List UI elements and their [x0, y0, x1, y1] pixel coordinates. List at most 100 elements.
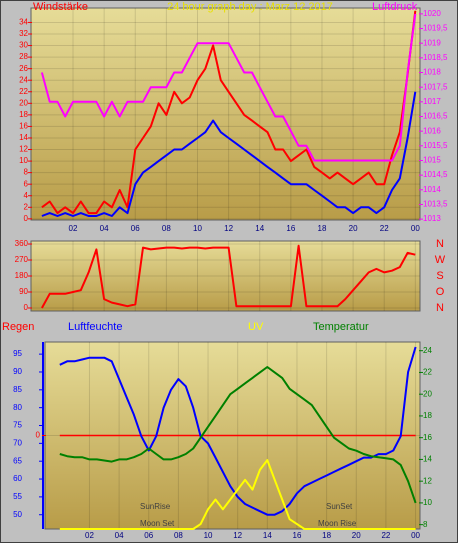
y-tick-label: 50 — [13, 510, 22, 519]
x-tick-label: 14 — [263, 531, 272, 540]
x-tick-label: 10 — [193, 224, 202, 233]
x-tick-label: 08 — [174, 531, 183, 540]
y-tick-label: 1020 — [423, 9, 441, 18]
direction-label: O — [436, 286, 445, 298]
y-tick-label: 22 — [423, 368, 432, 377]
y-tick-label: 18 — [423, 411, 432, 420]
series-line — [41, 244, 416, 309]
y-tick-label: 1018 — [423, 68, 441, 77]
y-tick-label: 270 — [15, 255, 29, 264]
x-tick-label: 00 — [411, 531, 420, 540]
y-tick-label: 4 — [24, 191, 29, 200]
series-line — [59, 346, 417, 516]
y-tick-label: 1017 — [423, 97, 441, 106]
y-tick-label: 1019 — [423, 38, 441, 47]
x-tick-label: 06 — [144, 531, 153, 540]
x-tick-label: 08 — [162, 224, 171, 233]
y-tick-label: 1016 — [423, 126, 441, 135]
y-tick-label: 6 — [24, 179, 29, 188]
x-tick-label: 22 — [380, 224, 389, 233]
x-tick-label: 20 — [352, 531, 361, 540]
y-tick-label: 90 — [13, 367, 22, 376]
plot-area — [30, 240, 421, 312]
y-tick-label: 180 — [15, 271, 29, 280]
y-tick-label: 65 — [13, 456, 22, 465]
y-axis-label: Windstärke — [33, 1, 88, 13]
y-tick-label: 14 — [423, 455, 432, 464]
y-tick-label: 95 — [13, 349, 22, 358]
y-tick-label: 22 — [19, 87, 28, 96]
y-tick-label: 1016,5 — [423, 112, 448, 121]
plot-area — [30, 7, 421, 221]
y-tick-label: 60 — [13, 474, 22, 483]
y-tick-label: 1019,5 — [423, 24, 448, 33]
y-tick-label: 90 — [19, 287, 28, 296]
annotation: SunRise — [140, 502, 171, 511]
y-tick-label: 2 — [24, 202, 29, 211]
direction-label: S — [436, 270, 443, 282]
x-tick-label: 04 — [100, 224, 109, 233]
y-tick-label: 1013 — [423, 214, 441, 223]
x-tick-label: 16 — [286, 224, 295, 233]
y-tick-label: 80 — [13, 403, 22, 412]
x-tick-label: 16 — [293, 531, 302, 540]
y-tick-label: 1015 — [423, 156, 441, 165]
y-tick-label: 75 — [13, 421, 22, 430]
y-tick-label: 8 — [24, 168, 29, 177]
x-tick-label: 14 — [255, 224, 264, 233]
y-tick-label: 1015,5 — [423, 141, 448, 150]
x-tick-label: 06 — [131, 224, 140, 233]
legend-label: Luftfeuchte — [68, 321, 122, 333]
y2-axis-label: Luftdruck — [372, 1, 418, 13]
annotation: SunSet — [326, 502, 353, 511]
y-tick-label: 0 — [24, 303, 29, 312]
annotation: Moon Set — [140, 519, 175, 528]
y-tick-label: 32 — [19, 29, 28, 38]
legend-label: UV — [248, 321, 264, 333]
direction-label: N — [436, 238, 444, 250]
y-tick-label: 20 — [19, 98, 28, 107]
x-tick-label: 20 — [349, 224, 358, 233]
y-tick-label: 20 — [423, 389, 432, 398]
series-line — [59, 366, 417, 504]
y-tick-label: 14 — [19, 133, 28, 142]
annotation: Moon Rise — [318, 519, 357, 528]
x-tick-label: 12 — [233, 531, 242, 540]
y-tick-label: 85 — [13, 385, 22, 394]
series-line — [40, 13, 417, 162]
legend-label: Temperatur — [313, 321, 369, 333]
x-tick-label: 22 — [381, 531, 390, 540]
x-tick-label: 00 — [411, 224, 420, 233]
y-tick-label: 24 — [423, 346, 432, 355]
direction-label: N — [436, 302, 444, 314]
x-tick-label: 04 — [115, 531, 124, 540]
y-tick-label: 12 — [423, 476, 432, 485]
y-tick-label: 70 — [13, 438, 22, 447]
y-tick-label: 1018,5 — [423, 53, 448, 62]
y-tick-label: 16 — [423, 433, 432, 442]
y-tick-label: 18 — [19, 110, 28, 119]
y-tick-label: 1017,5 — [423, 82, 448, 91]
x-tick-label: 18 — [322, 531, 331, 540]
series-line — [41, 91, 417, 217]
y-tick-label: 30 — [19, 41, 28, 50]
y-tick-label: 16 — [19, 122, 28, 131]
x-tick-label: 10 — [204, 531, 213, 540]
y-tick-label: 10 — [423, 498, 432, 507]
series-line — [41, 10, 417, 215]
x-tick-label: 02 — [69, 224, 78, 233]
y-tick-label: 26 — [19, 64, 28, 73]
x-tick-label: 12 — [224, 224, 233, 233]
x-tick-label: 18 — [318, 224, 327, 233]
y-tick-label: 0 — [36, 431, 41, 440]
chart-title: 24 hour graph day : Marz 12 2017 — [167, 1, 333, 13]
legend-label: Regen — [2, 321, 34, 333]
y-tick-label: 1013,5 — [423, 200, 448, 209]
y-tick-label: 12 — [19, 145, 28, 154]
y-tick-label: 1014,5 — [423, 170, 448, 179]
y-tick-label: 24 — [19, 75, 28, 84]
y-tick-label: 10 — [19, 156, 28, 165]
y-tick-label: 1014 — [423, 185, 441, 194]
y-tick-label: 360 — [15, 239, 29, 248]
